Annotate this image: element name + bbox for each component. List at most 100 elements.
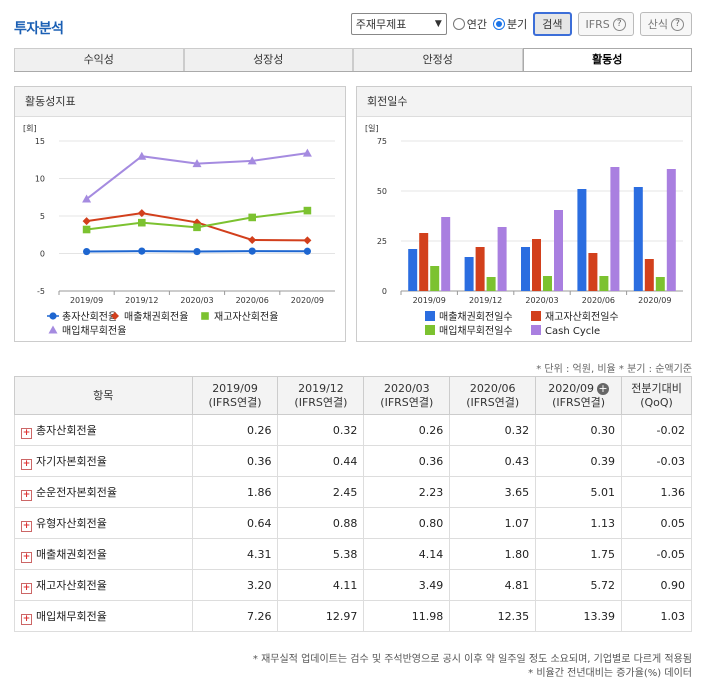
- y-axis-unit: [일]: [365, 124, 379, 133]
- expand-icon[interactable]: +: [21, 551, 32, 563]
- data-point: [248, 247, 256, 255]
- x-tick-label: 2019/09: [413, 296, 446, 305]
- activity-ratio-title: 활동성지표: [15, 87, 345, 117]
- row-qoq: 0.05: [621, 507, 692, 539]
- radio-annual-dot[interactable]: [452, 18, 465, 30]
- y-tick-label: 0: [382, 287, 387, 296]
- footnote-2: * 비율간 전년대비는 증가율(%) 데이터: [528, 668, 692, 679]
- y-tick-label: 10: [35, 175, 45, 184]
- bar: [554, 210, 563, 291]
- expand-icon[interactable]: +: [21, 520, 32, 532]
- radio-quarter[interactable]: 분기: [493, 16, 527, 32]
- row-qoq: -0.03: [621, 445, 692, 477]
- row-value: 2.45: [277, 476, 365, 508]
- row-value: 3.20: [191, 569, 279, 601]
- row-value: 0.32: [449, 414, 537, 446]
- radio-annual-label: 연간: [466, 18, 488, 31]
- row-value: 0.44: [277, 445, 365, 477]
- legend-label: 매출채권회전일수: [439, 311, 513, 323]
- y-tick-label: 50: [377, 187, 387, 196]
- row-value: 5.01: [535, 476, 623, 508]
- expand-icon[interactable]: +: [21, 582, 32, 594]
- bar: [577, 189, 587, 291]
- x-tick-label: 2019/12: [469, 296, 502, 305]
- help-icon: ?: [612, 17, 626, 31]
- row-qoq: 0.90: [621, 569, 692, 601]
- row-qoq: 1.03: [621, 600, 692, 632]
- header-col: 2020/06 (IFRS연결): [449, 376, 537, 415]
- row-name[interactable]: + 자기자본회전율: [14, 445, 193, 477]
- row-name[interactable]: + 매입채무회전율: [14, 600, 193, 632]
- row-name[interactable]: + 재고자산회전율: [14, 569, 193, 601]
- statement-select-value: 주재무제표: [355, 18, 407, 31]
- expand-icon[interactable]: +: [21, 427, 32, 439]
- row-value: 13.39: [535, 600, 623, 632]
- bar: [633, 187, 643, 291]
- bar: [408, 249, 418, 291]
- header-qoq: 전분기대비 (QoQ): [621, 376, 692, 415]
- row-value: 3.49: [363, 569, 451, 601]
- row-name[interactable]: + 유형자산회전율: [14, 507, 193, 539]
- expand-icon[interactable]: +: [21, 613, 32, 625]
- row-name[interactable]: + 매출채권회전율: [14, 538, 193, 570]
- row-value: 4.31: [191, 538, 279, 570]
- bar: [532, 239, 541, 291]
- table-row: + 유형자산회전율 0.64 0.88 0.80 1.07 1.13 0.05: [14, 507, 692, 539]
- row-value: 0.26: [363, 414, 451, 446]
- y-tick-label: 0: [40, 250, 45, 259]
- tab-activity[interactable]: 활동성: [522, 48, 692, 71]
- row-value: 0.39: [535, 445, 623, 477]
- header-item: 항목: [14, 376, 193, 415]
- activity-ratio-panel: 활동성지표 [회] -5 0 5 10 15 2019/09 2019/12 2020/03 20…: [14, 86, 346, 342]
- data-point: [49, 312, 57, 320]
- bar: [419, 233, 429, 291]
- row-value: 11.98: [363, 600, 451, 632]
- tab-bar: 수익성 성장성 안정성 활동성: [14, 48, 692, 72]
- row-name[interactable]: + 총자산회전율: [14, 414, 193, 446]
- search-button[interactable]: 검색: [533, 12, 572, 36]
- data-point: [193, 247, 201, 256]
- data-point: [137, 209, 146, 218]
- statement-select[interactable]: 주재무제표 ▼: [350, 13, 447, 35]
- table-header-row: 항목 2019/09 (IFRS연결) 2019/12 (IFRS연결) 2020/…: [14, 376, 692, 415]
- x-tick-label: 2020/06: [582, 296, 615, 305]
- help-icon: ?: [671, 17, 684, 31]
- row-value: 5.38: [277, 538, 365, 570]
- row-value: 1.13: [535, 507, 623, 539]
- expand-icon[interactable]: +: [21, 458, 32, 470]
- y-tick-label: 75: [377, 137, 387, 146]
- table-row: + 자기자본회전율 0.36 0.44 0.36 0.43 0.39 -0.03: [14, 445, 692, 477]
- data-point: [303, 247, 311, 255]
- ifrs-button[interactable]: IFRS ?: [577, 12, 634, 36]
- bar: [497, 227, 507, 291]
- bar: [486, 277, 496, 291]
- bar: [644, 259, 654, 291]
- data-point: [192, 159, 202, 168]
- legend-swatch: [425, 311, 435, 321]
- tab-profitability[interactable]: 수익성: [14, 48, 184, 71]
- header-col: 2020/03 (IFRS연결): [363, 376, 451, 415]
- bar: [655, 277, 665, 291]
- data-point: [82, 217, 91, 226]
- formula-button[interactable]: 산식 ?: [639, 12, 692, 36]
- legend-label: 재고자산회전일수: [545, 311, 619, 323]
- data-point: [48, 325, 58, 334]
- activity-ratio-chart: [회] -5 0 5 10 15 2019/09 2019/12 2020/03 2020/06 2…: [23, 124, 335, 337]
- expand-icon[interactable]: +: [21, 489, 32, 501]
- y-tick-label: 25: [377, 237, 387, 246]
- add-column-icon[interactable]: +: [596, 381, 609, 395]
- row-value: 3.65: [449, 476, 537, 508]
- header-col-latest: 2020/09 + (IFRS연결): [535, 376, 623, 415]
- row-value: 5.72: [535, 569, 623, 601]
- activity-table: 항목 2019/09 (IFRS연결) 2019/12 (IFRS연결) 2020/…: [14, 376, 692, 632]
- row-qoq: -0.05: [621, 538, 692, 570]
- radio-annual[interactable]: 연간: [452, 16, 488, 32]
- controls-bar: 주재무제표 ▼ 연간 분기 검색 IFRS ? 산식 ?: [350, 12, 692, 36]
- row-value: 4.14: [363, 538, 451, 570]
- bar: [521, 247, 530, 291]
- tab-growth[interactable]: 성장성: [183, 48, 353, 71]
- row-name[interactable]: + 순운전자본회전율: [14, 476, 193, 508]
- tab-stability[interactable]: 안정성: [353, 48, 523, 71]
- radio-quarter-dot[interactable]: [493, 18, 506, 30]
- row-value: 1.80: [449, 538, 537, 570]
